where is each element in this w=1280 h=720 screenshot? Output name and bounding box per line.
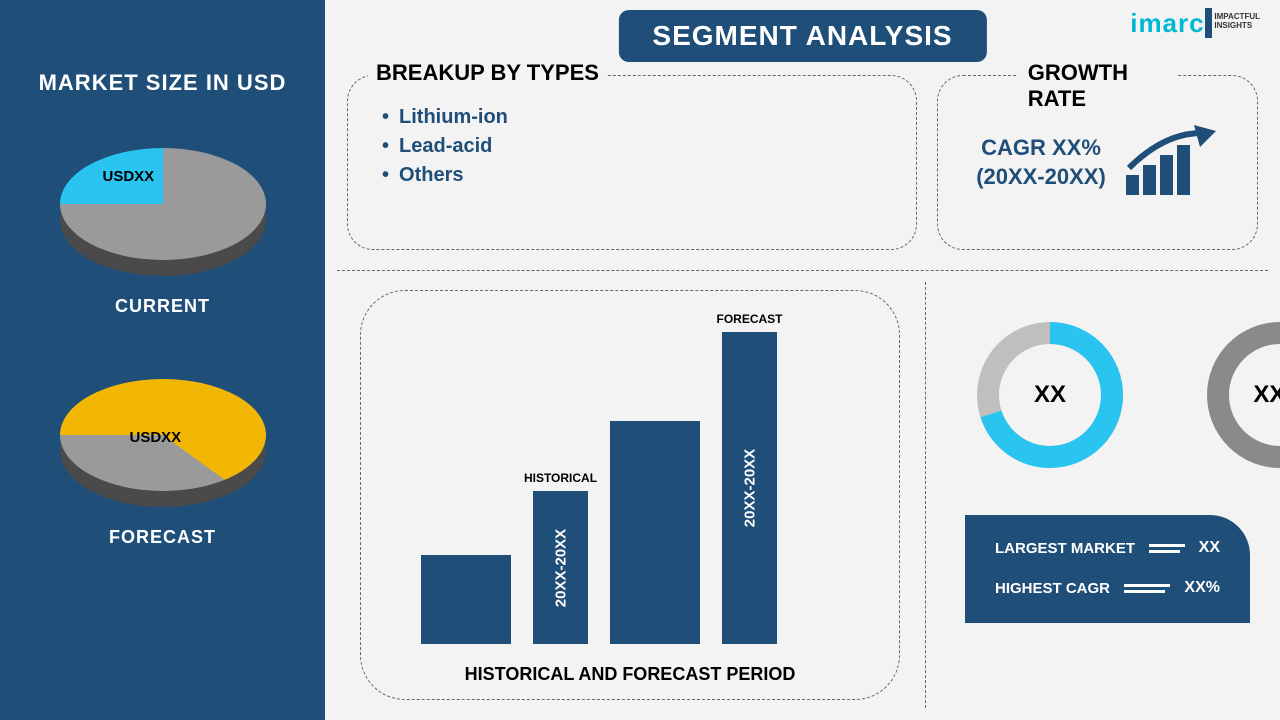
- pie-forecast-graphic: USDXX: [48, 357, 278, 517]
- pie-forecast: USDXX FORECAST: [48, 357, 278, 548]
- sidebar: MARKET SIZE IN USD USDXX CURRENT USDXX F…: [0, 0, 325, 720]
- row-top: BREAKUP BY TYPES Lithium-ionLead-acidOth…: [347, 75, 1258, 250]
- breakup-list: Lithium-ion Lead-acid Others: [348, 76, 916, 187]
- growth-line2: (20XX-20XX): [976, 163, 1106, 192]
- growth-text: CAGR XX% (20XX-20XX): [976, 134, 1106, 191]
- breakup-panel: BREAKUP BY TYPES Lithium-ionLead-acidOth…: [347, 75, 917, 250]
- infobar-label: LARGEST MARKET: [995, 540, 1135, 557]
- infobar-label: HIGHEST CAGR: [995, 580, 1110, 597]
- pie-current-graphic: USDXX: [48, 126, 278, 286]
- bar: 20XX-20XXFORECAST: [722, 332, 777, 644]
- donut-2-value: XX%: [1253, 381, 1280, 409]
- growth-title: GROWTH RATE: [1018, 60, 1178, 112]
- bar-vtext: 20XX-20XX: [741, 449, 758, 527]
- pie-forecast-label: USDXX: [130, 429, 182, 446]
- donut-row: XX XX%: [965, 310, 1280, 480]
- bar-top-label: FORECAST: [717, 312, 783, 326]
- bar-vtext: 20XX-20XX: [552, 528, 569, 606]
- logo: imarc|IMPACTFULINSIGHTS: [1130, 8, 1260, 39]
- logo-divider: |: [1205, 8, 1213, 38]
- donut-1-value: XX: [1034, 381, 1066, 409]
- divider-horizontal: [337, 270, 1268, 271]
- breakup-item: Lead-acid: [382, 135, 882, 158]
- infobar-value: XX%: [1184, 579, 1220, 597]
- logo-tagline: IMPACTFULINSIGHTS: [1214, 12, 1260, 30]
- logo-brand: imarc: [1130, 8, 1204, 38]
- histforecast-caption: HISTORICAL AND FORECAST PERIOD: [361, 664, 899, 685]
- sidebar-title: MARKET SIZE IN USD: [39, 70, 287, 96]
- growth-panel: GROWTH RATE CAGR XX% (20XX-20XX): [937, 75, 1258, 250]
- pie-current: USDXX CURRENT: [48, 126, 278, 317]
- bar-top-label: HISTORICAL: [524, 471, 597, 485]
- infobar-row: LARGEST MARKET XX: [995, 539, 1220, 557]
- breakup-item: Lithium-ion: [382, 106, 882, 129]
- histforecast-panel: 20XX-20XXHISTORICAL20XX-20XXFORECAST HIS…: [360, 290, 900, 700]
- infobar-value: XX: [1199, 539, 1220, 557]
- bar: 20XX-20XXHISTORICAL: [533, 491, 588, 644]
- infobar-row: HIGHEST CAGR XX%: [995, 579, 1220, 597]
- pie-current-label: USDXX: [103, 168, 155, 185]
- infobar-line: [1149, 544, 1185, 553]
- donut-1: XX: [965, 310, 1135, 480]
- infobar: LARGEST MARKET XX HIGHEST CAGR XX%: [965, 515, 1250, 623]
- bar: [421, 555, 511, 644]
- breakup-title: BREAKUP BY TYPES: [368, 60, 607, 86]
- bars-area: 20XX-20XXHISTORICAL20XX-20XXFORECAST: [421, 326, 839, 644]
- divider-vertical: [925, 282, 926, 708]
- page-title: SEGMENT ANALYSIS: [618, 10, 986, 62]
- donut-2: XX%: [1195, 310, 1280, 480]
- pie-current-top: [60, 148, 266, 260]
- main: imarc|IMPACTFULINSIGHTS SEGMENT ANALYSIS…: [325, 0, 1280, 720]
- breakup-item: Others: [382, 164, 882, 187]
- pie-current-caption: CURRENT: [115, 296, 210, 317]
- bar: [610, 421, 700, 644]
- infobar-line: [1124, 584, 1170, 593]
- growth-line1: CAGR XX%: [976, 134, 1106, 163]
- growth-chart-icon: [1124, 123, 1219, 203]
- pie-forecast-caption: FORECAST: [109, 527, 216, 548]
